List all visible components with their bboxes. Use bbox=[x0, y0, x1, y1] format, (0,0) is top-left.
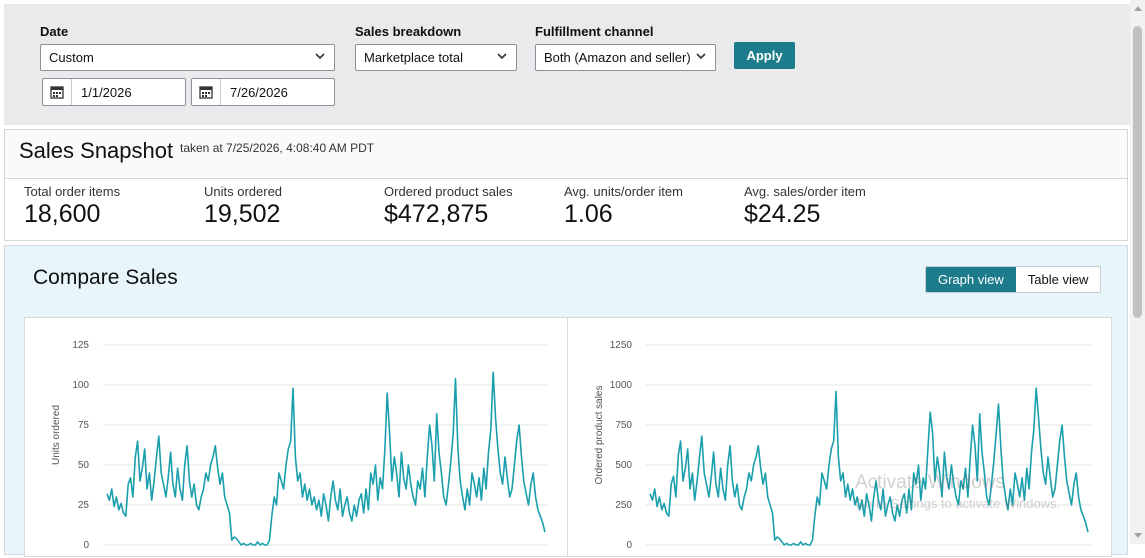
scroll-down-arrow-icon[interactable] bbox=[1134, 533, 1142, 538]
y-tick-label: 75 bbox=[78, 420, 90, 431]
y-tick-label: 25 bbox=[78, 500, 90, 511]
metric-label: Avg. units/order item bbox=[564, 184, 683, 199]
chevron-down-icon bbox=[315, 53, 325, 60]
breakdown-value: Marketplace total bbox=[364, 50, 463, 65]
y-tick-label: 1250 bbox=[610, 340, 633, 351]
metric-value: 1.06 bbox=[564, 200, 613, 228]
table-view-button[interactable]: Table view bbox=[1015, 267, 1101, 292]
metric-value: $472,875 bbox=[384, 200, 489, 228]
chevron-down-icon bbox=[497, 53, 507, 60]
charts-container: 125 100 75 50 25 0 Units ordered 1250 1000 750 50… bbox=[24, 317, 1112, 557]
watermark-title: Activate Windows bbox=[855, 472, 1005, 493]
metric-units-ordered: Units ordered 19,502 bbox=[204, 184, 282, 229]
metric-avg-sales: Avg. sales/order item $24.25 bbox=[744, 184, 866, 229]
date-range-select[interactable]: Custom bbox=[40, 44, 335, 71]
y-tick-label: 50 bbox=[78, 460, 90, 471]
units-ordered-chart: 125 100 75 50 25 0 Units ordered bbox=[51, 340, 549, 551]
end-date-value: 7/26/2026 bbox=[230, 85, 288, 100]
channel-value: Both (Amazon and seller) bbox=[544, 50, 691, 65]
scroll-up-arrow-icon[interactable] bbox=[1134, 6, 1142, 11]
y-tick-label: 250 bbox=[615, 500, 632, 511]
sales-snapshot-panel: Sales Snapshot taken at 7/25/2026, 4:08:… bbox=[4, 129, 1128, 241]
view-toggle: Graph view Table view bbox=[925, 266, 1102, 293]
date-label: Date bbox=[40, 24, 69, 39]
metric-ordered-product-sales: Ordered product sales $472,875 bbox=[384, 184, 513, 229]
metric-value: 18,600 bbox=[24, 200, 101, 228]
metric-label: Total order items bbox=[24, 184, 121, 199]
metric-label: Units ordered bbox=[204, 184, 283, 199]
filter-bar: Date Custom 1/1/2026 7/26/2026 Sales bre… bbox=[4, 4, 1130, 125]
page-scrollbar[interactable] bbox=[1130, 0, 1145, 544]
breakdown-label: Sales breakdown bbox=[355, 24, 462, 39]
compare-sales-panel: Compare Sales Graph view Table view 125 1… bbox=[4, 245, 1128, 557]
snapshot-timestamp: taken at 7/25/2026, 4:08:40 AM PDT bbox=[180, 141, 375, 155]
metric-label: Avg. sales/order item bbox=[744, 184, 866, 199]
chart-divider bbox=[567, 318, 568, 556]
y-tick-label: 100 bbox=[72, 380, 89, 391]
calendar-icon[interactable] bbox=[192, 79, 221, 105]
start-date-value: 1/1/2026 bbox=[81, 85, 132, 100]
fulfillment-channel-select[interactable]: Both (Amazon and seller) bbox=[535, 44, 716, 71]
calendar-icon[interactable] bbox=[43, 79, 72, 105]
y-tick-label: 0 bbox=[626, 540, 632, 551]
apply-button[interactable]: Apply bbox=[734, 42, 795, 69]
metric-avg-units: Avg. units/order item 1.06 bbox=[564, 184, 683, 229]
series-line bbox=[649, 387, 1089, 546]
channel-label: Fulfillment channel bbox=[535, 24, 654, 39]
ordered-product-sales-chart: 1250 1000 750 500 250 0 Ordered product sales bbox=[594, 340, 1092, 551]
graph-view-button[interactable]: Graph view bbox=[926, 267, 1016, 292]
scroll-thumb[interactable] bbox=[1133, 26, 1142, 318]
y-tick-label: 500 bbox=[615, 460, 632, 471]
end-date-field[interactable]: 7/26/2026 bbox=[191, 78, 335, 106]
sales-breakdown-select[interactable]: Marketplace total bbox=[355, 44, 517, 71]
chevron-down-icon bbox=[696, 53, 706, 60]
y-tick-label: 0 bbox=[83, 540, 89, 551]
date-range-value: Custom bbox=[49, 50, 94, 65]
compare-sales-title: Compare Sales bbox=[33, 266, 178, 289]
metric-value: $24.25 bbox=[744, 200, 821, 228]
metric-total-order-items: Total order items 18,600 bbox=[24, 184, 120, 229]
watermark-subtitle: Go to Settings to activate Windows. bbox=[855, 496, 1061, 511]
metric-label: Ordered product sales bbox=[384, 184, 513, 199]
y-tick-label: 750 bbox=[615, 420, 632, 431]
y-tick-label: 125 bbox=[72, 340, 89, 351]
snapshot-header: Sales Snapshot taken at 7/25/2026, 4:08:… bbox=[5, 130, 1127, 179]
y-axis-label: Ordered product sales bbox=[594, 386, 605, 485]
y-axis-label: Units ordered bbox=[51, 405, 62, 465]
metric-value: 19,502 bbox=[204, 200, 281, 228]
y-tick-label: 1000 bbox=[610, 380, 633, 391]
snapshot-title: Sales Snapshot bbox=[19, 138, 174, 163]
series-line bbox=[106, 371, 546, 546]
start-date-field[interactable]: 1/1/2026 bbox=[42, 78, 186, 106]
